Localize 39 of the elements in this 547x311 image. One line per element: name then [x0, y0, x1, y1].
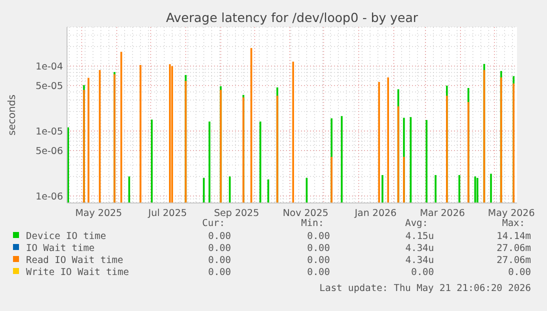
- text: 14.14m: [496, 231, 532, 242]
- y-tick-label: 1e-06: [36, 191, 63, 202]
- text: 4.15u: [405, 231, 434, 242]
- text: Avg:: [405, 218, 428, 229]
- y-tick-label: 5e-05: [36, 80, 63, 92]
- text: 27.06m: [496, 243, 532, 254]
- text: 0.00: [508, 267, 532, 278]
- text: Min:: [301, 218, 324, 229]
- y-tick-label: 1e-05: [36, 126, 63, 138]
- legend-label: Read IO Wait time: [26, 255, 124, 266]
- text: 0.00: [307, 255, 330, 266]
- text: 4.34u: [405, 243, 434, 254]
- text: 0.00: [208, 231, 232, 242]
- legend-label: Device IO time: [26, 231, 106, 242]
- legend-label: Write IO Wait time: [26, 267, 130, 278]
- text: 0.00: [307, 243, 330, 254]
- text: 0.00: [411, 267, 434, 278]
- legend-label: IO Wait time: [26, 243, 95, 254]
- chart-title: Average latency for /dev/loop0 - by year: [166, 10, 419, 25]
- text: 27.06m: [496, 255, 532, 266]
- x-tick-label: Mar 2026: [420, 208, 465, 219]
- text: 0.00: [208, 243, 232, 254]
- x-tick-label: May 2026: [488, 208, 535, 219]
- x-tick-label: Nov 2025: [282, 208, 328, 219]
- text: 0.00: [208, 255, 232, 266]
- text: 0.00: [307, 267, 330, 278]
- text: 4.34u: [405, 255, 434, 266]
- y-tick-label: 1e-04: [36, 61, 63, 72]
- text: Last update: Thu May 21 21:06:20 2026: [319, 283, 532, 294]
- x-tick-label: Jan 2026: [354, 208, 397, 219]
- y-tick-label: 5e-06: [36, 146, 63, 157]
- x-tick-label: Jul 2025: [147, 208, 187, 219]
- text: 0.00: [307, 231, 330, 242]
- text: 0.00: [208, 267, 232, 278]
- y-axis-title: seconds: [7, 94, 18, 136]
- x-tick-label: Sep 2025: [214, 208, 260, 219]
- text: Max:: [502, 218, 525, 229]
- text: Cur:: [202, 218, 225, 229]
- x-tick-label: May 2025: [75, 208, 122, 219]
